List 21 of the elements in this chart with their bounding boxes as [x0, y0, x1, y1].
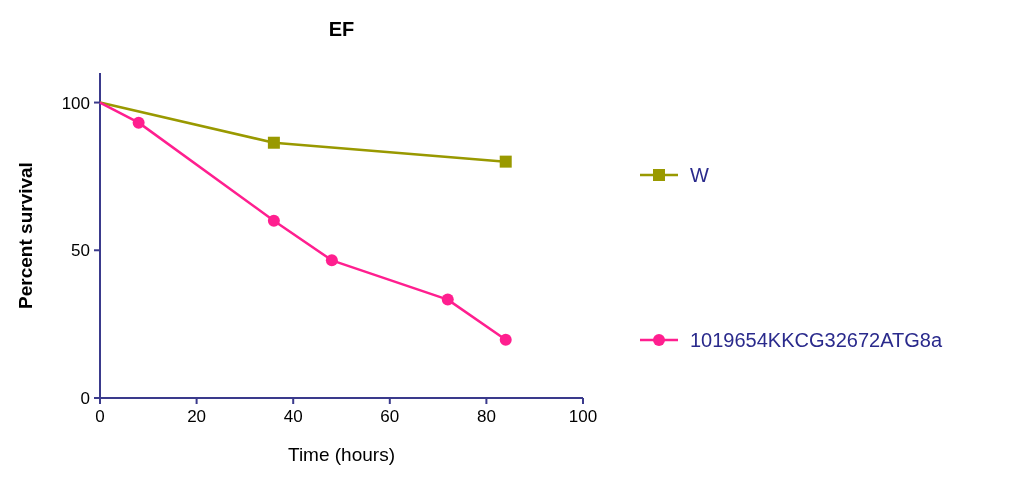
x-tick-label: 0 [95, 407, 105, 426]
y-tick-label: 50 [71, 241, 90, 261]
point [441, 293, 454, 306]
point [499, 333, 512, 346]
point [325, 254, 338, 267]
x-tick-label: 80 [476, 407, 496, 426]
point [499, 155, 512, 168]
x-tick-label: 100 [568, 407, 598, 426]
x-tick-label: 40 [283, 407, 303, 426]
y-tick-label: 0 [80, 389, 90, 408]
legend-label: W [690, 164, 709, 186]
y-tick-label: 100 [61, 93, 90, 113]
legend-label: 1019654KKCG32672ATG8a [690, 329, 943, 351]
x-axis-title: Time (hours) [288, 444, 395, 465]
y-axis-title: Percent survival [15, 162, 36, 309]
point [132, 116, 145, 129]
x-tick-label: 20 [187, 407, 207, 426]
chart-title: EF [328, 18, 355, 40]
point [267, 214, 280, 227]
x-tick-label: 60 [380, 407, 400, 426]
point [267, 136, 280, 149]
